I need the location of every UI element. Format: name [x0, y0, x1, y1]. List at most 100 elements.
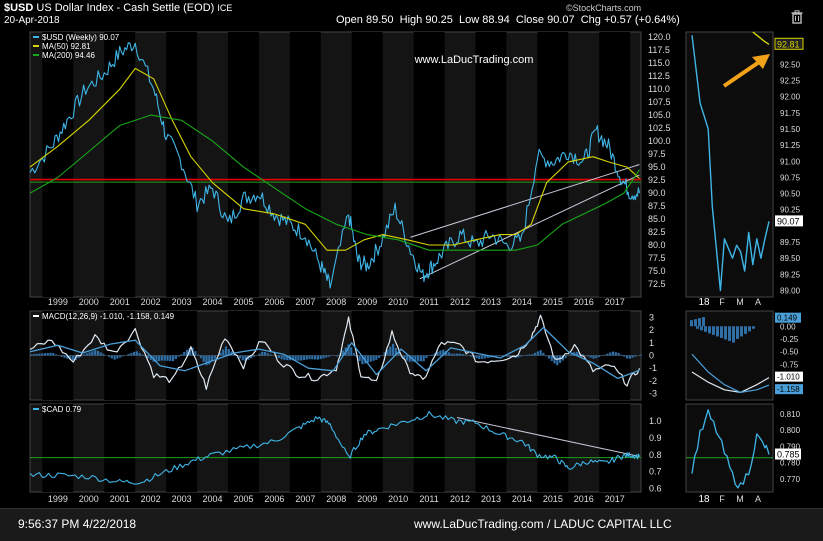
macd-histogram-bar — [592, 356, 594, 359]
macd-legend: MACD(12,26,9) -1.010, -1.158, 0.149 — [42, 312, 175, 321]
footer-timestamp: 9:56:37 PM 4/22/2018 — [18, 517, 136, 531]
macd-histogram-bar — [36, 354, 38, 356]
macd-histogram-bar — [183, 352, 185, 356]
year-stripe — [475, 32, 506, 297]
year-label-top: 2016 — [574, 297, 594, 307]
macd-histogram-bar — [194, 351, 196, 355]
macd-histogram-bar — [49, 353, 51, 356]
year-label-top: 1999 — [48, 297, 68, 307]
macd-histogram-bar — [542, 353, 544, 356]
zoom-cad-tick: 0.770 — [780, 475, 801, 484]
macd-histogram-bar — [615, 352, 617, 355]
macd-histogram-bar — [30, 354, 32, 355]
price-tick-label: 117.5 — [648, 45, 670, 55]
macd-histogram-bar — [91, 351, 93, 355]
close-value-label: 90.07 — [777, 216, 800, 226]
macd-histogram-bar — [283, 356, 285, 360]
macd-histogram-bar — [100, 352, 102, 355]
macd-histogram-bar — [253, 356, 255, 357]
zoom-month-label-top: M — [736, 297, 744, 307]
macd-histogram-bar — [258, 354, 260, 356]
zoom-macd-histogram-bar — [712, 326, 715, 335]
year-label-top: 2010 — [388, 297, 408, 307]
macd-histogram-bar — [370, 356, 372, 362]
year-label-bottom: 2005 — [233, 494, 253, 504]
price-tick-label: 95.0 — [648, 162, 666, 172]
price-tick-label: 85.0 — [648, 214, 666, 224]
zoom-price-tick: 91.00 — [780, 157, 801, 166]
macd-histogram-bar — [44, 353, 46, 355]
macd-histogram-bar — [548, 356, 550, 359]
year-label-top: 2012 — [450, 297, 470, 307]
macd-histogram-bar — [367, 356, 369, 363]
zoom-price-tick: 92.25 — [780, 76, 801, 85]
year-label-top: 2013 — [481, 297, 501, 307]
macd-histogram-bar — [439, 350, 441, 355]
year-stripe — [42, 32, 73, 297]
macd-histogram-bar — [590, 356, 592, 358]
macd-histogram-bar — [406, 356, 408, 361]
macd-histogram-bar — [431, 355, 433, 356]
zoom-macd-histogram-bar — [728, 326, 731, 341]
macd-histogram-bar — [598, 356, 600, 357]
zoom-price-tick: 89.75 — [780, 238, 801, 247]
zoom-price-tick: 89.00 — [780, 287, 801, 296]
macd-histogram-bar — [478, 356, 480, 360]
macd-tick-label: 0 — [649, 351, 654, 361]
year-stripe — [414, 32, 445, 297]
year-label-bottom: 2011 — [419, 494, 438, 504]
year-label-bottom: 2015 — [543, 494, 563, 504]
zoom-month-label-top: 18 — [698, 297, 710, 308]
macd-histogram-bar — [448, 352, 450, 355]
zoom-cad-tick: 0.800 — [780, 426, 801, 435]
price-tick-label: 112.5 — [648, 71, 670, 81]
signal-value: -1.158 — [777, 385, 800, 394]
macd-histogram-bar — [456, 354, 458, 356]
macd-histogram-bar — [506, 356, 508, 357]
macd-histogram-bar — [459, 354, 461, 356]
macd-histogram-bar — [470, 356, 472, 357]
macd-histogram-bar — [166, 356, 168, 361]
year-label-top: 2006 — [264, 297, 284, 307]
macd-histogram-bar — [350, 347, 352, 355]
year-label-bottom: 2014 — [512, 494, 532, 504]
macd-histogram-bar — [164, 356, 166, 361]
macd-histogram-bar — [417, 356, 419, 362]
macd-histogram-bar — [55, 354, 57, 355]
macd-histogram-bar — [33, 354, 35, 355]
macd-histogram-bar — [308, 356, 310, 360]
macd-tick-label: 1 — [649, 338, 654, 348]
zoom-macd-histogram-bar — [716, 326, 719, 336]
macd-histogram-bar — [626, 356, 628, 359]
price-tick-label: 72.5 — [648, 279, 666, 289]
zoom-macd-histogram-bar — [748, 326, 751, 331]
zoom-month-label-top: A — [755, 297, 761, 307]
zoom-panel-bg — [686, 32, 773, 297]
macd-histogram-bar — [72, 356, 74, 361]
zoom-macd-histogram-bar — [720, 326, 723, 338]
macd-histogram-bar — [528, 355, 530, 356]
macd-histogram-bar — [551, 356, 553, 362]
macd-histogram-bar — [297, 356, 299, 361]
macd-histogram-bar — [606, 354, 608, 356]
macd-histogram-bar — [617, 353, 619, 356]
macd-histogram-bar — [372, 356, 374, 361]
macd-histogram-bar — [214, 356, 216, 359]
macd-histogram-bar — [565, 356, 567, 359]
macd-histogram-bar — [537, 351, 539, 355]
macd-histogram-bar — [325, 356, 327, 358]
year-label-top: 2001 — [110, 297, 130, 307]
zoom-price-tick: 89.25 — [780, 270, 801, 279]
price-tick-label: 75.0 — [648, 266, 666, 276]
macd-histogram-bar — [640, 355, 642, 356]
zoom-month-label-bottom: F — [719, 494, 725, 504]
macd-histogram-bar — [328, 356, 330, 357]
macd-histogram-bar — [127, 354, 129, 355]
macd-histogram-bar — [556, 356, 558, 366]
macd-histogram-bar — [111, 356, 113, 359]
year-label-bottom: 2000 — [79, 494, 99, 504]
macd-tick-label: 2 — [649, 325, 654, 335]
price-tick-label: 102.5 — [648, 123, 671, 133]
year-stripe — [42, 404, 73, 492]
macd-histogram-bar — [425, 356, 427, 359]
